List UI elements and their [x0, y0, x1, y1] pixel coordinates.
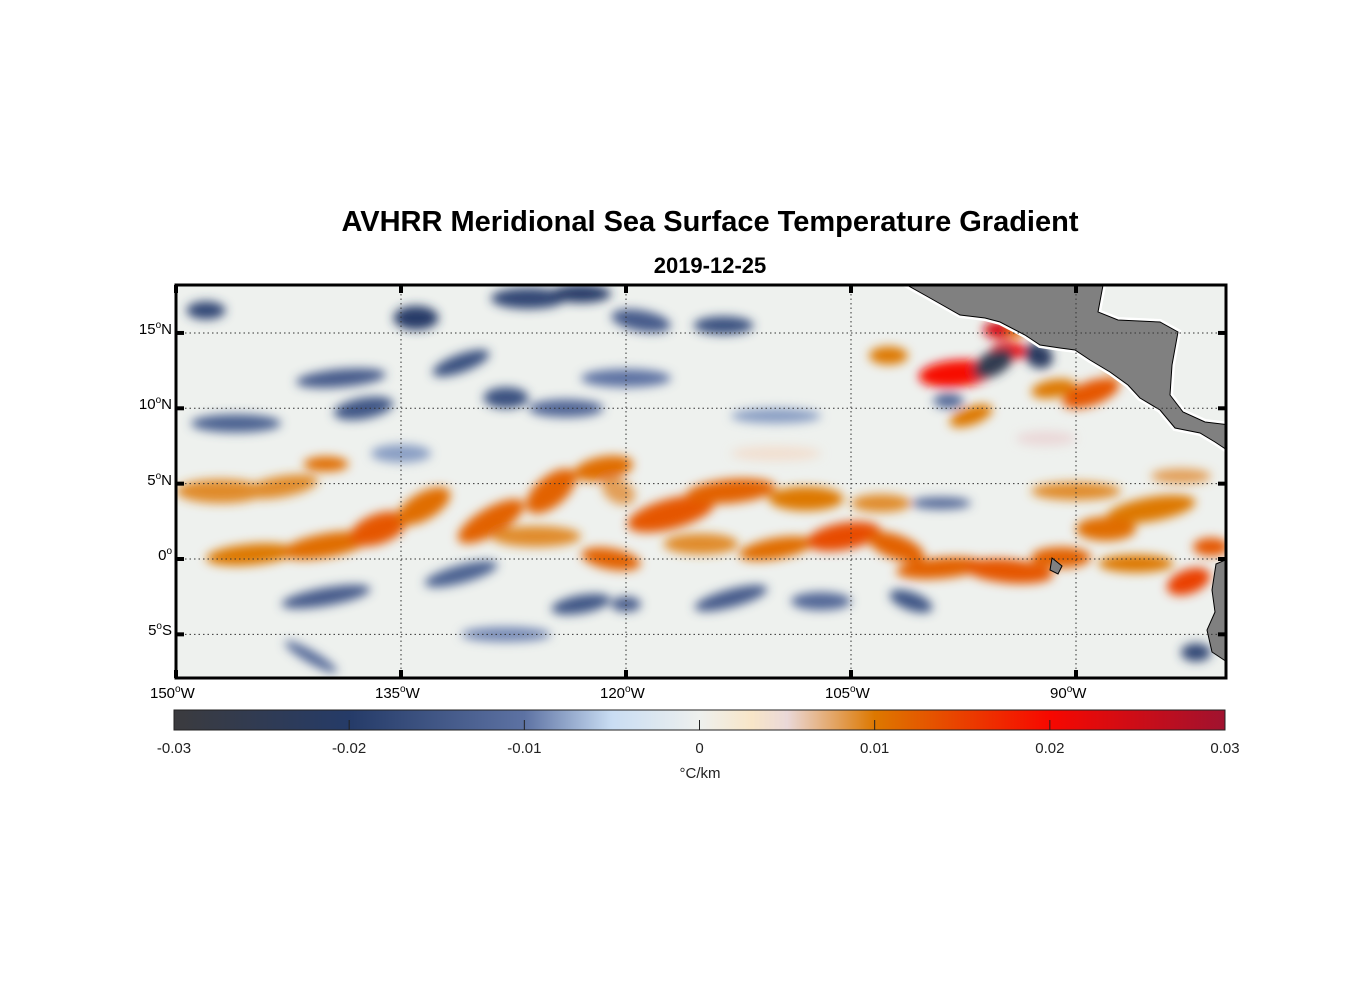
- y-tick-label: 10oN: [138, 395, 172, 414]
- galapagos-island: [1049, 557, 1063, 575]
- gradient-feature: [601, 477, 636, 505]
- gradient-feature: [1106, 495, 1196, 524]
- gradient-feature: [949, 404, 993, 428]
- gradient-feature: [1193, 537, 1226, 556]
- y-tick-label: 15oN: [138, 319, 172, 338]
- gradient-feature: [483, 387, 529, 409]
- gradient-feature: [694, 585, 768, 612]
- gradient-feature: [1031, 378, 1076, 399]
- y-tick-label: 5oS: [148, 621, 172, 640]
- colorbar-label: °C/km: [679, 765, 721, 782]
- colorbar-tick-label: 0.03: [1210, 740, 1240, 757]
- gradient-feature: [281, 584, 371, 609]
- colorbar-tick-label: 0: [695, 740, 704, 757]
- gradient-feature: [791, 592, 851, 611]
- x-tick-label: 135oW: [375, 684, 420, 702]
- gradient-feature: [526, 468, 576, 514]
- map-frame: [174, 283, 1228, 680]
- colorbar-tick-label: -0.03: [156, 740, 192, 757]
- gradient-feature: [371, 444, 431, 463]
- central-america-land-edge: [905, 285, 1226, 450]
- gradient-feature: [869, 346, 908, 365]
- gradient-feature: [933, 393, 964, 409]
- gradient-feature: [1166, 567, 1211, 596]
- colorbar-tick-label: -0.01: [507, 740, 542, 757]
- gradient-feature: [432, 349, 490, 377]
- gradient-feature: [1016, 430, 1076, 446]
- colorbar-tick-label: -0.02: [332, 740, 367, 757]
- gradient-feature: [663, 533, 739, 555]
- gradient-feature: [686, 478, 776, 504]
- gradient-feature: [573, 455, 634, 482]
- chart-subtitle: 2019-12-25: [653, 253, 767, 278]
- gradient-feature: [491, 525, 581, 547]
- gradient-feature: [627, 495, 715, 533]
- gradient-feature: [424, 561, 498, 588]
- gradient-feature: [896, 556, 986, 580]
- x-tick-label: 105oW: [825, 684, 870, 702]
- y-tick-label: 0o: [158, 546, 172, 564]
- gradient-feature: [806, 521, 881, 552]
- gradient-feature: [281, 531, 371, 560]
- chart-title: AVHRR Meridional Sea Surface Temperature…: [341, 206, 1079, 238]
- gradient-feature: [731, 408, 821, 424]
- gradient-feature: [581, 369, 671, 388]
- colorbar-tick-label: 0.01: [860, 740, 890, 757]
- gradient-feature: [244, 474, 318, 499]
- gradient-feature: [206, 543, 296, 566]
- gradient-feature: [851, 494, 911, 513]
- gradient-feature: [1181, 643, 1211, 662]
- gradient-feature: [333, 396, 394, 420]
- gradient-feature: [296, 368, 386, 388]
- gradient-feature: [1151, 468, 1211, 484]
- gradient-feature: [911, 497, 971, 510]
- gradient-feature: [349, 511, 408, 547]
- x-tick-label: 120oW: [600, 684, 645, 702]
- colorbar-tick-label: 0.02: [1035, 740, 1065, 757]
- gradient-feature: [889, 589, 933, 613]
- gradient-feature: [1076, 516, 1136, 541]
- gradient-feature: [284, 641, 338, 673]
- gradient-feature: [1031, 546, 1091, 569]
- gradient-feature: [1062, 377, 1120, 409]
- x-tick-label: 90oW: [1050, 684, 1087, 702]
- gradient-feature: [1031, 482, 1121, 501]
- gradient-feature: [528, 399, 604, 418]
- gradient-feature: [768, 486, 844, 511]
- gradient-feature: [1024, 342, 1053, 369]
- gradient-feature: [551, 593, 611, 615]
- y-tick-label: 5oN: [147, 470, 172, 489]
- gradient-feature: [731, 445, 821, 462]
- gradient-feature: [303, 456, 349, 472]
- x-tick-label: 150oW: [150, 684, 195, 702]
- gradient-feature: [186, 301, 226, 320]
- gradient-feature: [457, 499, 525, 544]
- gradient-feature: [693, 316, 754, 335]
- gradient-feature: [396, 487, 451, 526]
- gradient-feature: [393, 305, 439, 330]
- gradient-feature: [867, 531, 925, 563]
- gradient-feature: [963, 558, 1054, 584]
- gradient-feature: [491, 287, 566, 309]
- gradient-feature: [973, 347, 1014, 379]
- gradient-feature: [739, 536, 813, 561]
- gradient-feature: [611, 596, 641, 612]
- gradient-feature: [176, 479, 266, 504]
- gradient-feature: [551, 285, 611, 303]
- ocean-background: [176, 285, 1226, 678]
- gradient-feature: [1098, 554, 1174, 573]
- gradient-feature: [191, 414, 281, 433]
